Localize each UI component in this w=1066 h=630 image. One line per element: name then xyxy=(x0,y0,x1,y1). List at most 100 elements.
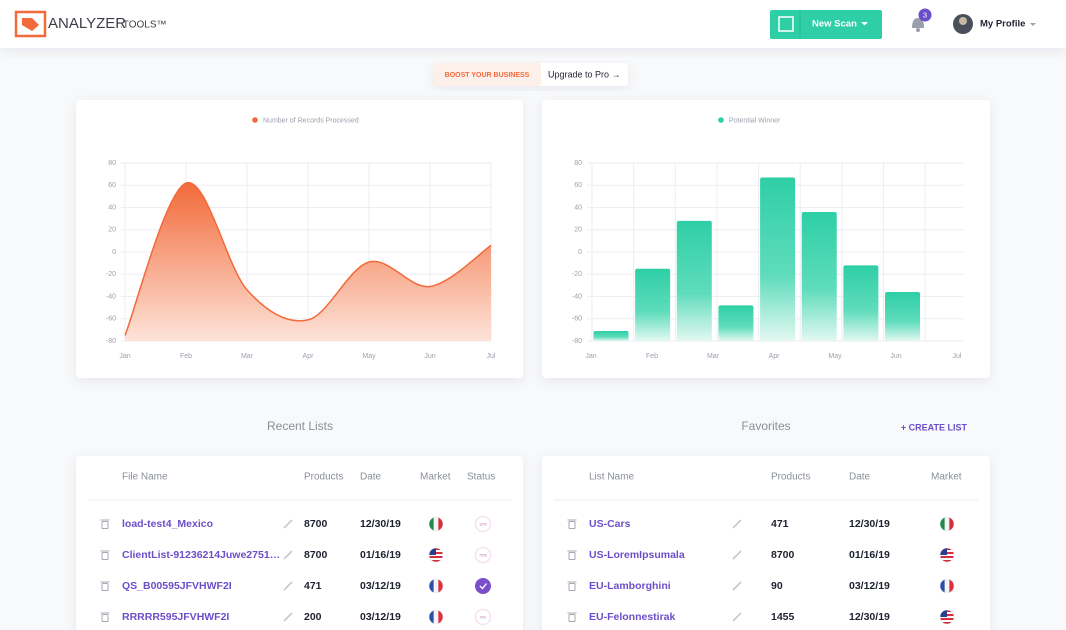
section-title: Recent Lists xyxy=(267,419,333,433)
list-name[interactable]: ClientList-91236214Juwe2751… xyxy=(122,549,280,561)
products: 8700 xyxy=(771,549,795,561)
flag-border xyxy=(939,578,955,594)
products: 8700 xyxy=(304,549,328,561)
profile-label[interactable]: My Profile xyxy=(980,19,1025,30)
products: 471 xyxy=(771,518,789,530)
y-tick-label: -40 xyxy=(106,293,116,300)
delete-icon[interactable] xyxy=(101,552,109,560)
flag-band xyxy=(944,517,950,531)
y-tick-label: -20 xyxy=(572,271,582,278)
column-header: Market xyxy=(931,472,962,483)
y-tick-label: -60 xyxy=(572,316,582,323)
bar xyxy=(718,305,754,341)
legend-label: Potential Winner xyxy=(729,117,781,124)
status-ring xyxy=(474,546,492,564)
x-tick-label: Feb xyxy=(646,353,658,360)
header xyxy=(0,0,1066,48)
column-header: Market xyxy=(420,472,451,483)
delete-icon[interactable] xyxy=(568,521,576,529)
notification-badge[interactable] xyxy=(918,8,932,22)
date: 12/30/19 xyxy=(849,611,890,623)
edit-icon[interactable] xyxy=(283,612,293,622)
flag-band xyxy=(940,579,945,593)
list-name[interactable]: EU-Lamborghini xyxy=(589,580,671,592)
bar xyxy=(593,330,629,341)
flag xyxy=(940,517,954,531)
x-tick-label: Apr xyxy=(303,353,315,360)
delete-icon[interactable] xyxy=(568,583,576,591)
x-tick-label: May xyxy=(362,353,376,360)
edit-icon[interactable] xyxy=(732,519,742,529)
notification-count: 3 xyxy=(923,10,927,19)
edit-icon[interactable] xyxy=(732,612,742,622)
x-tick-label: Feb xyxy=(180,353,192,360)
flag-stripe xyxy=(940,558,954,560)
caret xyxy=(861,22,868,26)
delete-icon[interactable] xyxy=(101,521,109,529)
column-header: Products xyxy=(771,472,810,483)
y-tick-label: 0 xyxy=(112,249,116,256)
section-title: Favorites xyxy=(741,419,790,433)
flag-canton xyxy=(940,548,947,555)
delete-icon[interactable] xyxy=(568,614,576,622)
list-name[interactable]: load-test4_Mexico xyxy=(122,518,213,530)
logo-icon xyxy=(14,10,47,38)
list-name[interactable]: RRRRR595JFVHWF2I xyxy=(122,611,229,623)
create-list-button[interactable]: + CREATE LIST xyxy=(901,422,968,432)
flag-band xyxy=(429,579,434,593)
flag-band xyxy=(429,517,434,531)
delete-icon[interactable] xyxy=(101,583,109,591)
flag xyxy=(940,610,954,624)
y-tick-label: 0 xyxy=(578,249,582,256)
x-tick-label: Jun xyxy=(890,353,901,360)
edit-icon[interactable] xyxy=(732,550,742,560)
flag-band xyxy=(433,579,439,593)
list-name[interactable]: US-Cars xyxy=(589,518,631,530)
flag xyxy=(429,579,443,593)
y-tick-label: 80 xyxy=(574,160,582,167)
flag-band xyxy=(429,610,434,624)
products: 200 xyxy=(304,611,322,623)
column-header: Products xyxy=(304,472,343,483)
flag-stripe xyxy=(429,558,443,560)
flag-border xyxy=(939,609,955,625)
x-tick-label: Jan xyxy=(585,353,596,360)
date: 03/12/19 xyxy=(360,611,401,623)
flag-band xyxy=(944,579,950,593)
flag-stripe xyxy=(940,622,954,624)
y-tick-label: -80 xyxy=(106,338,116,345)
column-header: Date xyxy=(360,472,382,483)
new-scan-label[interactable]: New Scan xyxy=(812,19,857,30)
list-name[interactable]: EU-Felonnestirak xyxy=(589,611,676,623)
list-name[interactable]: QS_B00595JFVHWF2I xyxy=(122,580,232,592)
delete-icon[interactable] xyxy=(101,614,109,622)
bar xyxy=(760,177,796,341)
delete-icon[interactable] xyxy=(568,552,576,560)
status-check xyxy=(479,583,488,590)
date: 12/30/19 xyxy=(360,518,401,530)
edit-icon[interactable] xyxy=(732,581,742,591)
upgrade-link[interactable]: Upgrade to Pro → xyxy=(548,69,621,79)
avatar xyxy=(959,17,967,25)
flag-stripe xyxy=(940,556,954,558)
new-scan-button[interactable] xyxy=(770,10,882,39)
flag-stripe xyxy=(429,560,443,562)
logo-suffix: .TOOLS™ xyxy=(120,20,167,31)
bar xyxy=(801,211,837,341)
promo-badge xyxy=(434,63,541,86)
edit-icon[interactable] xyxy=(283,581,293,591)
bell-icon[interactable] xyxy=(912,18,924,28)
products: 90 xyxy=(771,580,783,592)
list-name[interactable]: US-LoremIpsumala xyxy=(589,549,685,561)
edit-icon[interactable] xyxy=(283,519,293,529)
flag-border xyxy=(428,578,444,594)
products: 471 xyxy=(304,580,322,592)
line xyxy=(124,182,492,336)
x-tick-label: Jul xyxy=(487,353,496,360)
status-label: 12% xyxy=(479,522,487,527)
bar xyxy=(885,292,921,341)
flag-band xyxy=(949,517,954,531)
edit-icon[interactable] xyxy=(283,550,293,560)
y-tick-label: 40 xyxy=(574,204,582,211)
